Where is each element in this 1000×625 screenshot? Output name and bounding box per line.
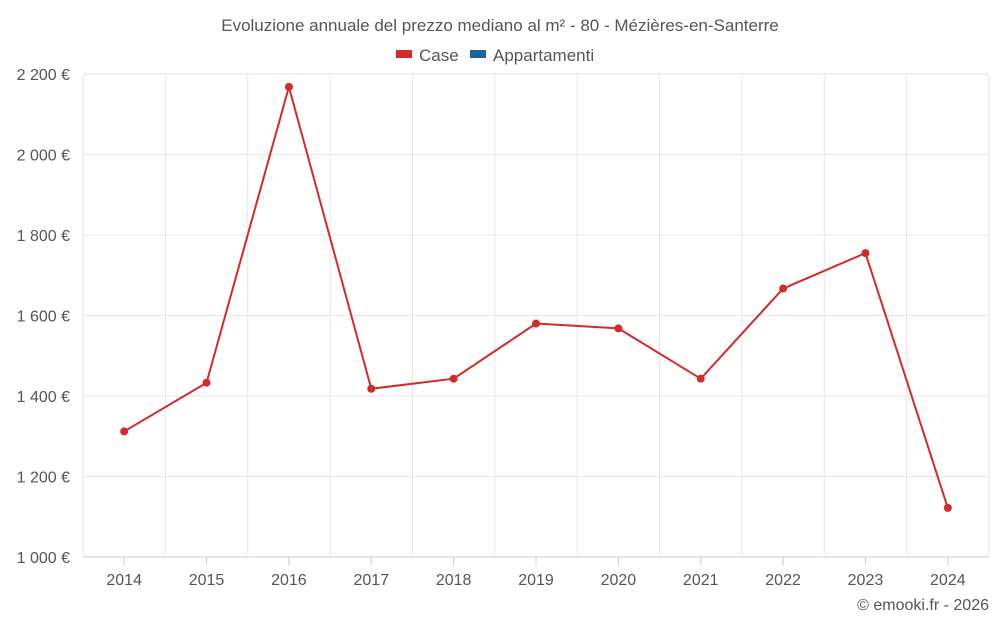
x-tick-label: 2021 bbox=[683, 572, 719, 589]
data-point[interactable] bbox=[120, 427, 129, 436]
legend-label-appartamenti[interactable]: Appartamenti bbox=[493, 46, 594, 65]
data-point[interactable] bbox=[532, 319, 540, 328]
y-tick-label: 1 600 € bbox=[17, 309, 70, 326]
data-point[interactable] bbox=[202, 378, 211, 387]
legend-swatch-appartamenti bbox=[470, 50, 486, 58]
x-tick-label: 2014 bbox=[106, 572, 142, 589]
y-tick-label: 2 200 € bbox=[17, 67, 70, 84]
legend: Case Appartamenti bbox=[396, 46, 594, 65]
x-tick-label: 2023 bbox=[848, 572, 884, 589]
y-tick-label: 2 000 € bbox=[17, 148, 70, 165]
y-tick-label: 1 000 € bbox=[17, 550, 70, 567]
data-point[interactable] bbox=[943, 503, 952, 512]
data-point[interactable] bbox=[284, 82, 293, 91]
data-point[interactable] bbox=[449, 374, 458, 383]
x-tick-label: 2019 bbox=[518, 572, 554, 589]
x-tick-label: 2016 bbox=[271, 572, 307, 589]
legend-swatch-case bbox=[396, 50, 412, 58]
data-point[interactable] bbox=[861, 249, 870, 258]
y-axis-ticks: 1 000 € 1 200 € 1 400 € 1 600 € 1 800 € 2 000… bbox=[17, 67, 70, 567]
x-tick-label: 2024 bbox=[930, 572, 966, 589]
y-tick-label: 1 200 € bbox=[17, 470, 70, 487]
x-tick-label: 2018 bbox=[436, 572, 472, 589]
data-point[interactable] bbox=[696, 374, 705, 383]
x-tick-label: 2020 bbox=[601, 572, 637, 589]
legend-label-case[interactable]: Case bbox=[419, 46, 459, 65]
x-axis-ticks: 2014 2015 2016 2017 2018 2019 2020 2021 2022 2023… bbox=[106, 557, 966, 589]
grid bbox=[82, 73, 990, 558]
x-tick-label: 2015 bbox=[189, 572, 225, 589]
series-layer bbox=[120, 82, 952, 512]
y-tick-label: 1 800 € bbox=[17, 228, 70, 245]
x-tick-label: 2022 bbox=[765, 572, 801, 589]
credit-label: © emooki.fr - 2026 bbox=[857, 597, 989, 614]
data-point[interactable] bbox=[367, 384, 376, 393]
data-point[interactable] bbox=[614, 324, 623, 333]
y-tick-label: 1 400 € bbox=[17, 389, 70, 406]
chart-title: Evoluzione annuale del prezzo mediano al… bbox=[221, 16, 779, 35]
x-tick-label: 2017 bbox=[353, 572, 389, 589]
data-point[interactable] bbox=[779, 284, 788, 293]
